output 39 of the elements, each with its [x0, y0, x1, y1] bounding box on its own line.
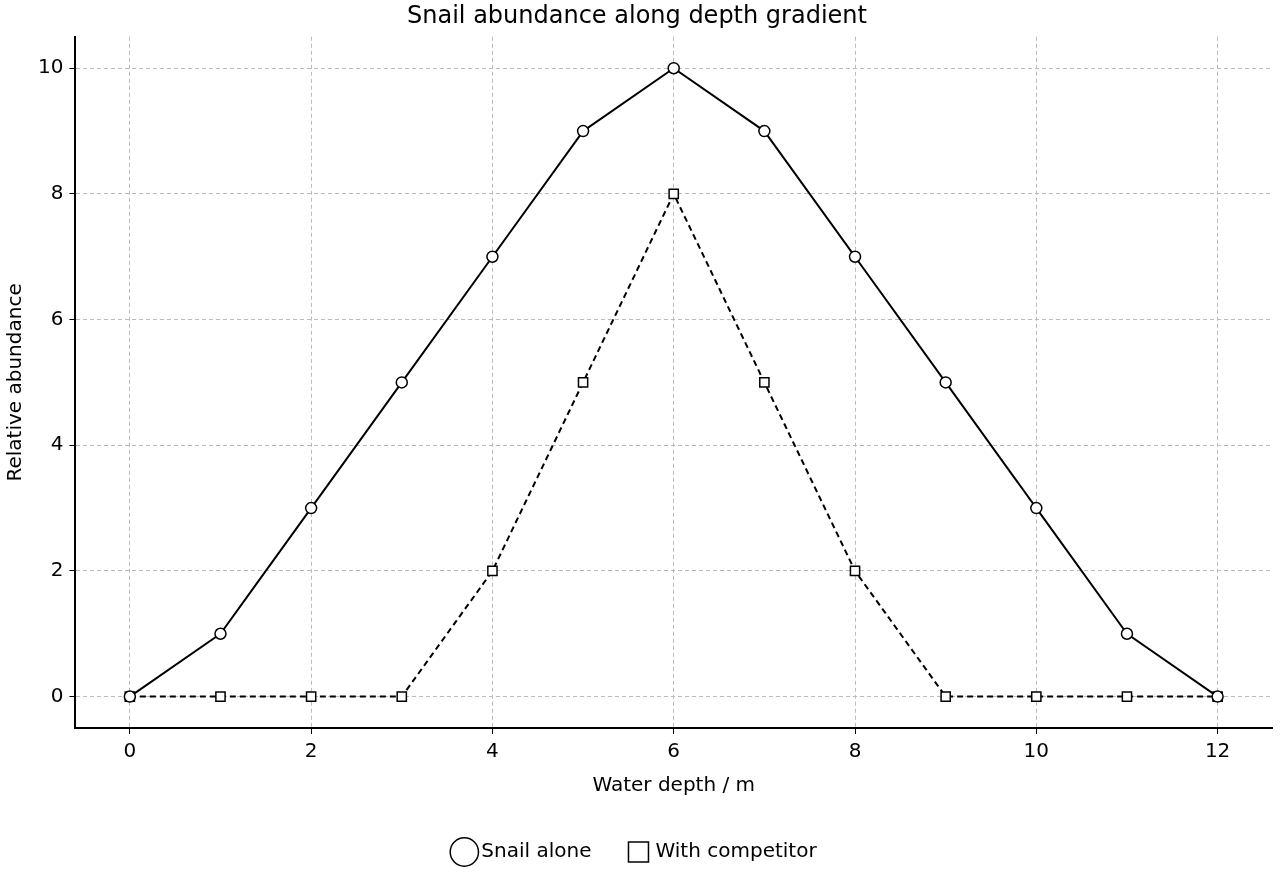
y-axis-title: Relative abundance	[2, 283, 27, 482]
legend-label: With competitor	[655, 838, 818, 863]
x-tick-label: 12	[1204, 738, 1231, 763]
point	[939, 376, 952, 389]
point	[668, 188, 680, 200]
legend-label: Snail alone	[481, 838, 592, 863]
point	[1030, 691, 1042, 702]
x-tick-label: 8	[848, 738, 862, 763]
y-tick-label: 2	[50, 557, 64, 582]
chart-title: Snail abundance along depth gradient	[407, 0, 867, 29]
x-tick-label: 2	[304, 738, 318, 763]
point	[486, 250, 499, 263]
point	[487, 565, 498, 577]
y-tick-label: 10	[38, 54, 64, 79]
point	[759, 377, 770, 388]
y-tick-label: 6	[50, 305, 64, 330]
x-tick-label: 10	[1023, 738, 1050, 763]
point	[758, 124, 771, 138]
point	[1121, 691, 1133, 702]
x-tick-label: 4	[486, 738, 499, 763]
point	[577, 377, 589, 388]
x-tick-label: 0	[123, 738, 137, 763]
point	[215, 691, 226, 702]
point	[576, 124, 590, 138]
point	[848, 250, 862, 263]
point	[304, 501, 318, 515]
y-tick-label: 8	[50, 180, 64, 205]
y-tick-label: 4	[50, 431, 64, 456]
point	[1030, 501, 1043, 515]
point	[214, 627, 227, 640]
y-tick-label: 0	[50, 682, 64, 707]
point	[305, 691, 317, 702]
x-tick-label: 6	[667, 738, 681, 763]
point	[1120, 627, 1134, 640]
point	[396, 691, 408, 702]
point	[395, 376, 409, 389]
x-axis-title: Water depth / m	[592, 772, 756, 797]
point	[940, 691, 952, 702]
point	[667, 61, 680, 75]
